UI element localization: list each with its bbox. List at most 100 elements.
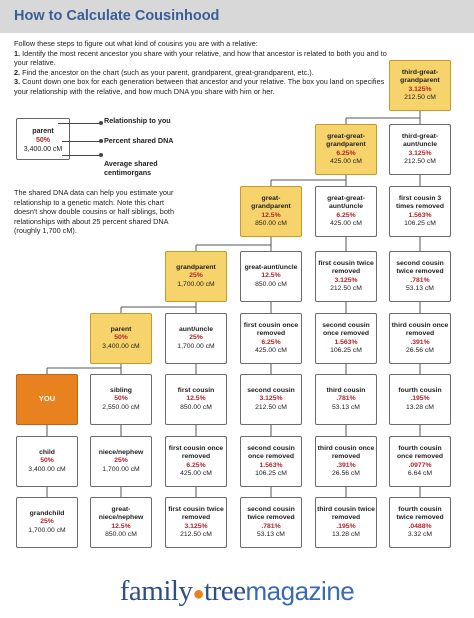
box-percent: 12.5% — [186, 395, 206, 403]
box-relationship: great-aunt/uncle — [244, 263, 298, 271]
box-centimorgans: 212.50 cM — [404, 157, 436, 165]
box-percent: .781% — [336, 395, 356, 403]
box-percent: 25% — [189, 272, 203, 280]
box-percent: 3.125% — [334, 276, 358, 284]
relationship-box-second-cousin-once-removed: second cousin once removed 1.563% 106.25 c… — [315, 313, 377, 364]
relationship-box-second-cousin-twice-removed: second cousin twice removed .781% 53.13 cM — [240, 497, 302, 548]
dna-note: The shared DNA data can help you estimat… — [14, 188, 174, 236]
relationship-box-second-cousin-twice-removed: second cousin twice removed .781% 53.13 cM — [389, 251, 451, 302]
box-centimorgans: 1,700.00 cM — [102, 465, 140, 473]
box-relationship: great-grandparent — [251, 194, 291, 211]
box-relationship: first cousin 3 times removed — [396, 194, 444, 211]
page-title: How to Calculate Cousinhood — [14, 8, 220, 24]
box-relationship: second cousin — [247, 386, 295, 394]
box-relationship: third-great-aunt/uncle — [401, 132, 439, 149]
relationship-box-second-cousin-once-removed: second cousin once removed 1.563% 106.25 c… — [240, 436, 302, 487]
relationship-box-first-cousin-twice-removed: first cousin twice removed 3.125% 212.50 c… — [315, 251, 377, 302]
box-centimorgans: 425.00 cM — [255, 346, 287, 354]
intro-step-1: 1. Identify the most recent ancestor you… — [14, 48, 387, 68]
relationship-box-great-great-grandparent: great-great-grandparent 6.25% 425.00 cM — [315, 124, 377, 175]
box-percent: .781% — [410, 276, 430, 284]
box-centimorgans: 850.00 cM — [255, 280, 287, 288]
box-relationship: great-great-grandparent — [326, 132, 366, 149]
legend-dot-relationship — [99, 121, 103, 125]
box-relationship: third-great-grandparent — [400, 68, 440, 85]
box-centimorgans: 212.50 cM — [330, 284, 362, 292]
relationship-box-grandchild: grandchild 25% 1,700.00 cM — [16, 497, 78, 548]
relationship-box-grandparent: grandparent 25% 1,700.00 cM — [165, 251, 227, 302]
box-percent: 6.25% — [336, 211, 356, 219]
box-percent: 1.563% — [334, 338, 358, 346]
box-centimorgans: 850.00 cM — [105, 530, 137, 538]
box-relationship: great-great-aunt/uncle — [327, 194, 365, 211]
relationship-box-third-cousin-once-removed: third cousin once removed .391% 26.56 cM — [315, 436, 377, 487]
box-percent: .391% — [336, 461, 356, 469]
box-percent: 50% — [40, 457, 54, 465]
box-centimorgans: 3,400.00 cM — [28, 465, 66, 473]
legend-line-relationship — [58, 123, 100, 124]
box-centimorgans: 212.50 cM — [255, 403, 287, 411]
box-percent: .0977% — [408, 461, 432, 469]
box-percent: .391% — [410, 338, 430, 346]
relationship-box-fourth-cousin: fourth cousin .195% 13.28 cM — [389, 374, 451, 425]
box-centimorgans: 425.00 cM — [330, 219, 362, 227]
box-relationship: fourth cousin once removed — [396, 444, 444, 461]
box-percent: 6.25% — [186, 461, 206, 469]
relationship-box-great-aunt-uncle: great-aunt/uncle 12.5% 850.00 cM — [240, 251, 302, 302]
box-relationship: first cousin twice removed — [318, 259, 374, 276]
box-centimorgans: 106.25 cM — [404, 219, 436, 227]
box-relationship: grandparent — [176, 263, 216, 271]
legend-relationship-label: Relationship to you — [104, 116, 171, 125]
box-relationship: parent — [110, 325, 132, 333]
box-centimorgans: 13.28 cM — [406, 403, 434, 411]
box-centimorgans: 1,700.00 cM — [177, 342, 215, 350]
box-centimorgans: 1,700.00 cM — [28, 526, 66, 534]
box-centimorgans: 3.32 cM — [407, 530, 433, 538]
box-centimorgans: 425.00 cM — [180, 469, 212, 477]
box-relationship: niece/nephew — [98, 448, 144, 456]
box-relationship: fourth cousin twice removed — [396, 505, 444, 522]
box-relationship: second cousin twice removed — [247, 505, 295, 522]
box-centimorgans: 106.25 cM — [330, 346, 362, 354]
relationship-box-sibling: sibling 50% 2,550.00 cM — [90, 374, 152, 425]
relationship-box-third-cousin: third cousin .781% 53.13 cM — [315, 374, 377, 425]
box-relationship: third cousin once removed — [391, 321, 449, 338]
legend-percent-label: Percent shared DNA — [104, 136, 174, 145]
box-centimorgans: 26.56 cM — [406, 346, 434, 354]
legend-cm-label: Average shared centimorgans — [104, 159, 158, 177]
legend-sample-name: parent — [32, 128, 54, 135]
box-centimorgans: 53.13 cM — [406, 284, 434, 292]
relationship-box-first-cousin: first cousin 12.5% 850.00 cM — [165, 374, 227, 425]
box-percent: 1.563% — [408, 211, 432, 219]
legend-sample-box: parent 50% 3,400.00 cM — [16, 118, 70, 160]
box-percent: 50% — [114, 334, 128, 342]
box-percent: 6.25% — [261, 338, 281, 346]
box-relationship: third cousin — [326, 386, 366, 394]
legend-sample-cm: 3,400.00 cM — [23, 146, 63, 153]
box-percent: 50% — [114, 395, 128, 403]
box-percent: 25% — [189, 334, 203, 342]
box-relationship: third cousin once removed — [317, 444, 375, 461]
box-percent: 1.563% — [259, 461, 283, 469]
relationship-box-child: child 50% 3,400.00 cM — [16, 436, 78, 487]
relationship-box-first-cousin-once-removed: first cousin once removed 6.25% 425.00 cM — [165, 436, 227, 487]
relationship-box-third-great-aunt-uncle: third-great-aunt/uncle 3.125% 212.50 cM — [389, 124, 451, 175]
intro-step-2: 2. Find the ancestor on the chart (such … — [14, 67, 314, 77]
box-relationship: YOU — [38, 394, 56, 404]
box-centimorgans: 53.13 cM — [332, 403, 360, 411]
box-relationship: second cousin once removed — [247, 444, 295, 461]
legend-sample-percent: 50% — [35, 137, 50, 144]
box-percent: .195% — [336, 522, 356, 530]
intro-step-3: 3. Count down one box for each generatio… — [14, 77, 385, 96]
box-relationship: first cousin twice removed — [168, 505, 224, 522]
box-percent: 12.5% — [111, 522, 131, 530]
relationship-box-third-cousin-twice-removed: third cousin twice removed .195% 13.28 cM — [315, 497, 377, 548]
legend-line-cm — [62, 155, 100, 156]
relationship-box-first-cousin-once-removed: first cousin once removed 6.25% 425.00 cM — [240, 313, 302, 364]
box-relationship: first cousin once removed — [243, 321, 299, 338]
relationship-box-aunt-uncle: aunt/uncle 25% 1,700.00 cM — [165, 313, 227, 364]
box-percent: 3.125% — [408, 85, 432, 93]
legend-dot-cm — [99, 153, 103, 157]
box-percent: 25% — [40, 518, 54, 526]
box-relationship: first cousin — [177, 386, 215, 394]
